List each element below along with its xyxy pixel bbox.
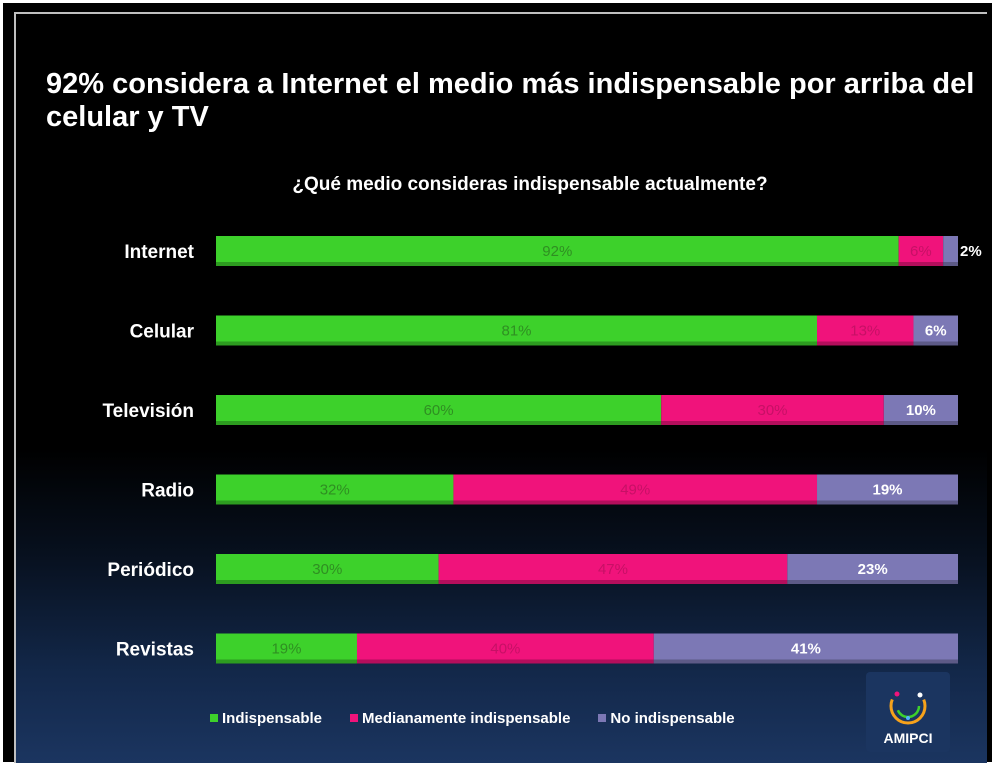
bar-segment [216, 236, 899, 266]
bar-segment-shade [661, 421, 884, 425]
bar-segment-shade [216, 500, 454, 505]
bar-segment-shade [438, 580, 788, 584]
bar-segment [661, 395, 884, 425]
legend-label-medianamente: Medianamente indispensable [362, 709, 571, 727]
bar-value-label: 60% [424, 402, 454, 419]
amipci-logo-icon [889, 687, 927, 725]
bar-value-label: 13% [850, 323, 880, 340]
bar-segment-shade [787, 580, 958, 584]
bar-segment [216, 554, 439, 584]
bar-segment-shade [216, 262, 899, 266]
category-label: Televisión [102, 401, 194, 422]
category-label: Periódico [107, 560, 194, 581]
bar-segment-shade [356, 659, 654, 664]
category-label: Celular [130, 322, 195, 343]
amipci-logo-text: AMIPCI [883, 730, 933, 746]
bar-value-label: 32% [320, 482, 350, 499]
chart-question: ¿Qué medio consideras indispensable actu… [292, 174, 768, 195]
bar-segment [898, 236, 944, 266]
bar-value-label: 47% [598, 561, 628, 578]
bar-segment [913, 315, 958, 346]
bar-segment-shade [883, 421, 958, 425]
bar-segment-shade [898, 262, 944, 266]
bar-value-label: 2% [960, 243, 982, 260]
bar-segment [216, 395, 662, 425]
legend-swatch-medianamente [350, 714, 359, 722]
bar-value-label: 81% [501, 323, 531, 340]
bar-value-label: 10% [906, 402, 936, 419]
chart-legend: Indispensable Medianamente indispensable… [210, 706, 763, 730]
bar-value-label: 6% [925, 323, 947, 340]
bar-value-label: 19% [872, 482, 902, 499]
legend-swatch-no-indispensable [598, 714, 607, 722]
bar-value-label: 19% [271, 641, 301, 658]
bar-value-label: 49% [620, 482, 650, 499]
legend-item-no-indispensable: No indispensable [598, 709, 735, 727]
bar-segment [216, 474, 454, 505]
amipci-logo: AMIPCI [866, 672, 950, 752]
bar-value-label: 30% [312, 561, 342, 578]
bar-segment-shade [943, 262, 958, 266]
bar-value-label: 23% [858, 561, 888, 578]
bar-segment-shade [653, 659, 958, 664]
bar-value-label: 41% [791, 641, 821, 658]
bar-segment [216, 633, 357, 664]
bar-segment [943, 236, 958, 266]
category-label: Revistas [116, 640, 194, 661]
legend-item-medianamente: Medianamente indispensable [350, 710, 570, 727]
legend-item-indispensable: Indispensable [210, 710, 322, 727]
bar-segment [216, 315, 818, 346]
bar-segment [453, 474, 818, 505]
bar-segment [817, 315, 914, 346]
bar-segment-shade [216, 421, 662, 425]
bar-value-label: 30% [757, 402, 787, 419]
bar-segment-shade [216, 580, 439, 584]
bar-segment [438, 554, 788, 584]
bar-segment [653, 633, 958, 664]
bar-segment [787, 554, 958, 584]
bar-value-label: 6% [910, 243, 932, 260]
bar-segment [817, 474, 958, 505]
bar-segment-shade [817, 341, 914, 346]
bar-segment-shade [453, 500, 818, 505]
bar-segment-shade [216, 341, 818, 346]
category-label: Radio [141, 481, 194, 502]
category-label: Internet [124, 242, 194, 263]
legend-swatch-indispensable [210, 714, 218, 722]
slide-title: 92% considera a Internet el medio más in… [46, 68, 975, 133]
bar-segment [883, 395, 958, 425]
bar-segment-shade [817, 500, 958, 505]
legend-label-indispensable: Indispensable [222, 709, 323, 727]
bar-value-label: 92% [542, 243, 572, 260]
bar-segment [356, 633, 654, 664]
legend-label-no-indispensable: No indispensable [610, 709, 735, 727]
bar-segment-shade [216, 659, 357, 664]
bar-value-label: 40% [490, 641, 520, 658]
bar-segment-shade [913, 341, 958, 346]
